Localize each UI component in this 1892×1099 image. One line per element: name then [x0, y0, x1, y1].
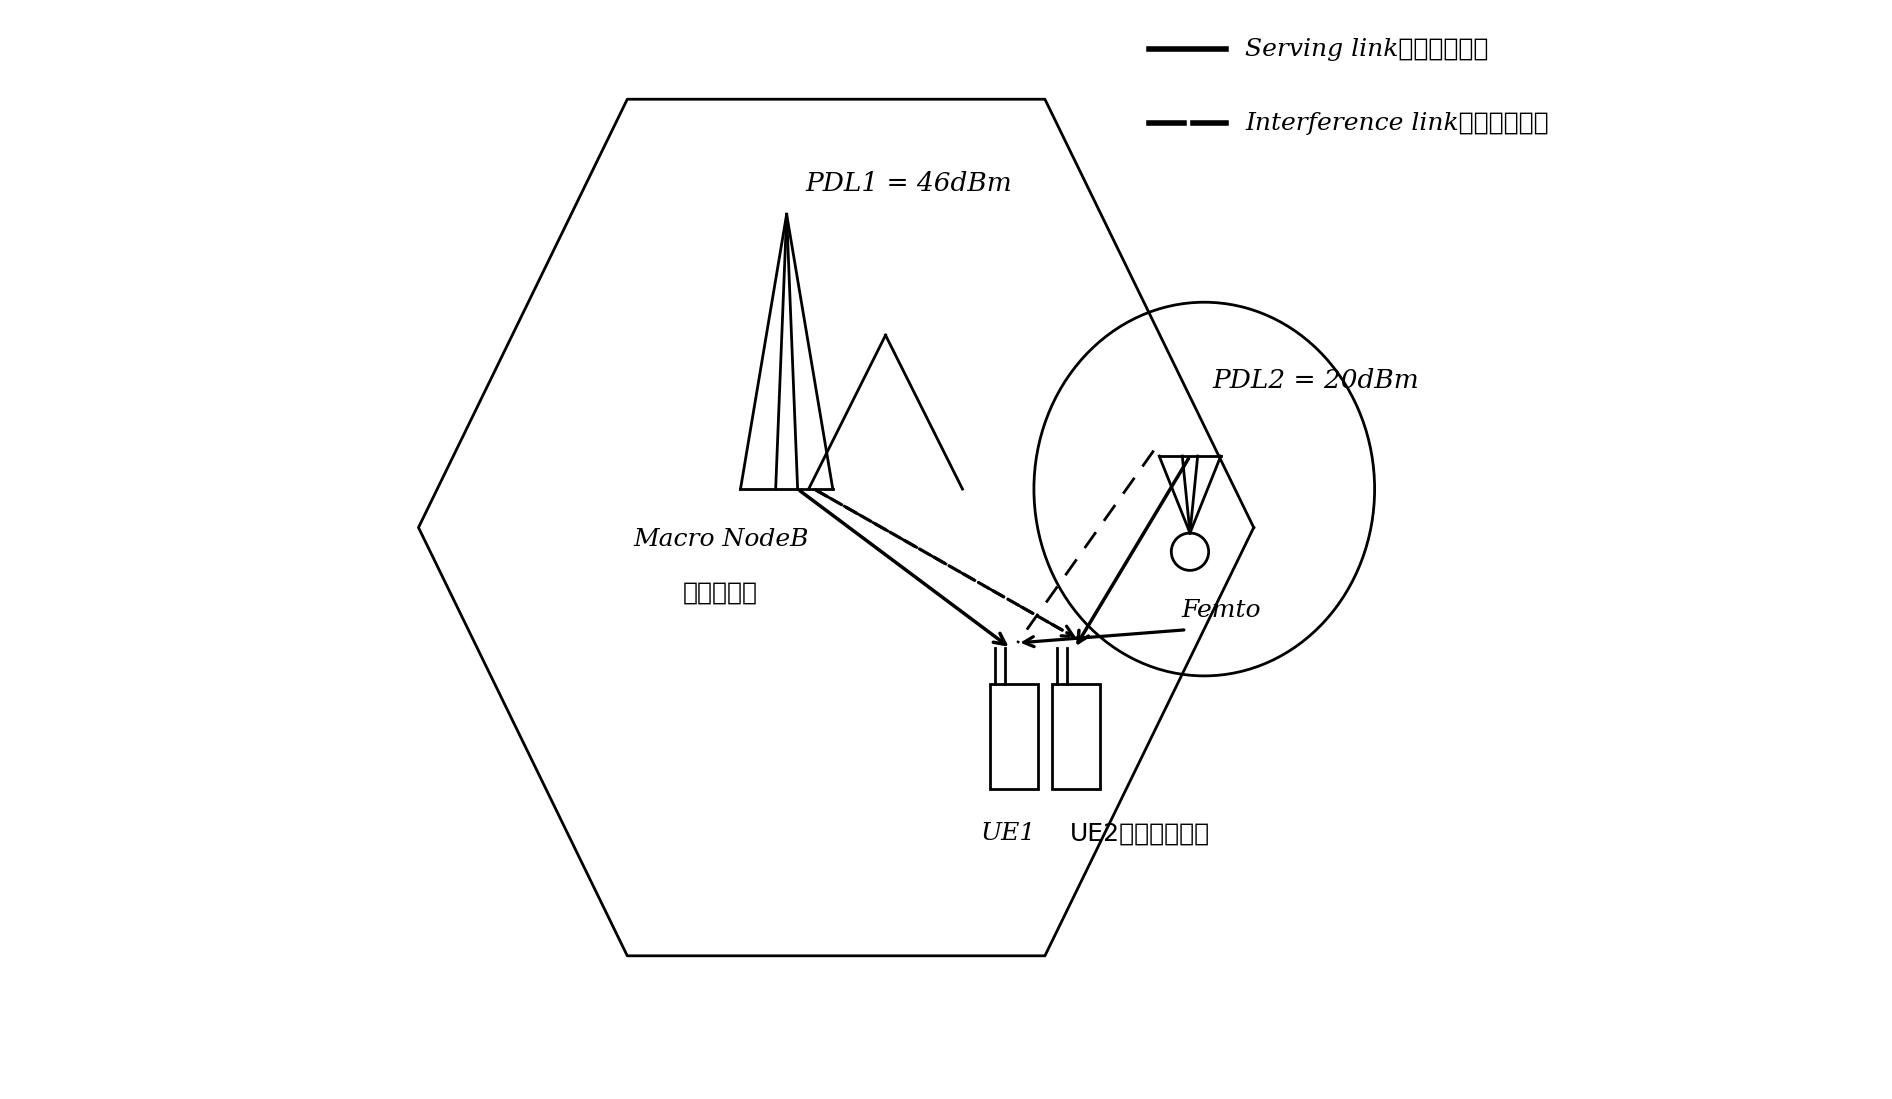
Text: PDL1 = 46dBm: PDL1 = 46dBm [806, 170, 1012, 196]
Text: Macro NodeB: Macro NodeB [634, 528, 808, 551]
Text: Interference link（干扰链路）: Interference link（干扰链路） [1245, 112, 1548, 134]
Bar [990, 684, 1039, 789]
Text: UE1: UE1 [982, 822, 1037, 845]
Text: Femto: Femto [1181, 599, 1260, 622]
Text: UE2（用户设备）: UE2（用户设备） [1071, 822, 1211, 846]
Text: PDL2 = 20dBm: PDL2 = 20dBm [1213, 368, 1419, 393]
Text: （宏基站）: （宏基站） [683, 580, 759, 604]
Bar [1052, 684, 1099, 789]
Text: Serving link（服务链路）: Serving link（服务链路） [1245, 38, 1489, 60]
